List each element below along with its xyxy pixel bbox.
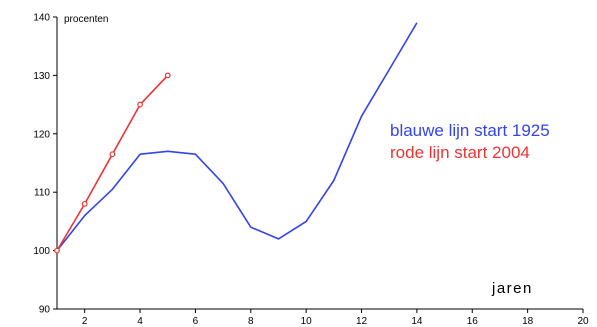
x-tick-label: 16 — [467, 316, 479, 327]
y-tick-label: 100 — [33, 246, 50, 257]
x-tick-label: 12 — [356, 316, 368, 327]
y-ticks: 90 100 110 120 130 140 — [33, 13, 57, 316]
series-line-1 — [56, 22, 418, 252]
series-point — [137, 101, 143, 108]
x-tick-label: 18 — [522, 316, 534, 327]
series-line-2 — [56, 74, 169, 252]
x-tick-label: 14 — [411, 316, 423, 327]
x-axis-label: jaren — [491, 280, 533, 297]
axes — [56, 17, 583, 310]
legend-entry-2: rode lijn start 2004 — [390, 143, 530, 162]
series-point — [109, 151, 116, 158]
legend: blauwe lijn start 1925 rode lijn start 20… — [390, 121, 550, 162]
x-ticks: 2 4 6 8 10 12 14 16 18 20 — [82, 309, 589, 327]
x-tick-label: 8 — [248, 316, 254, 327]
x-tick-label: 6 — [193, 316, 199, 327]
legend-entry-1: blauwe lijn start 1925 — [390, 121, 550, 140]
x-tick-label: 4 — [137, 316, 143, 327]
y-tick-label: 130 — [33, 71, 50, 82]
y-tick-label: 140 — [33, 13, 50, 24]
y-axis-label: procenten — [64, 14, 108, 25]
y-tick-label: 120 — [33, 129, 50, 140]
series-point — [54, 247, 60, 254]
series-layer — [54, 22, 418, 254]
x-tick-label: 10 — [301, 316, 313, 327]
x-tick-label: 20 — [577, 316, 589, 327]
y-tick-label: 110 — [34, 188, 50, 199]
y-tick-label: 90 — [39, 305, 51, 316]
series-point — [164, 72, 171, 79]
series-point — [81, 200, 88, 207]
x-tick-label: 2 — [82, 316, 88, 327]
